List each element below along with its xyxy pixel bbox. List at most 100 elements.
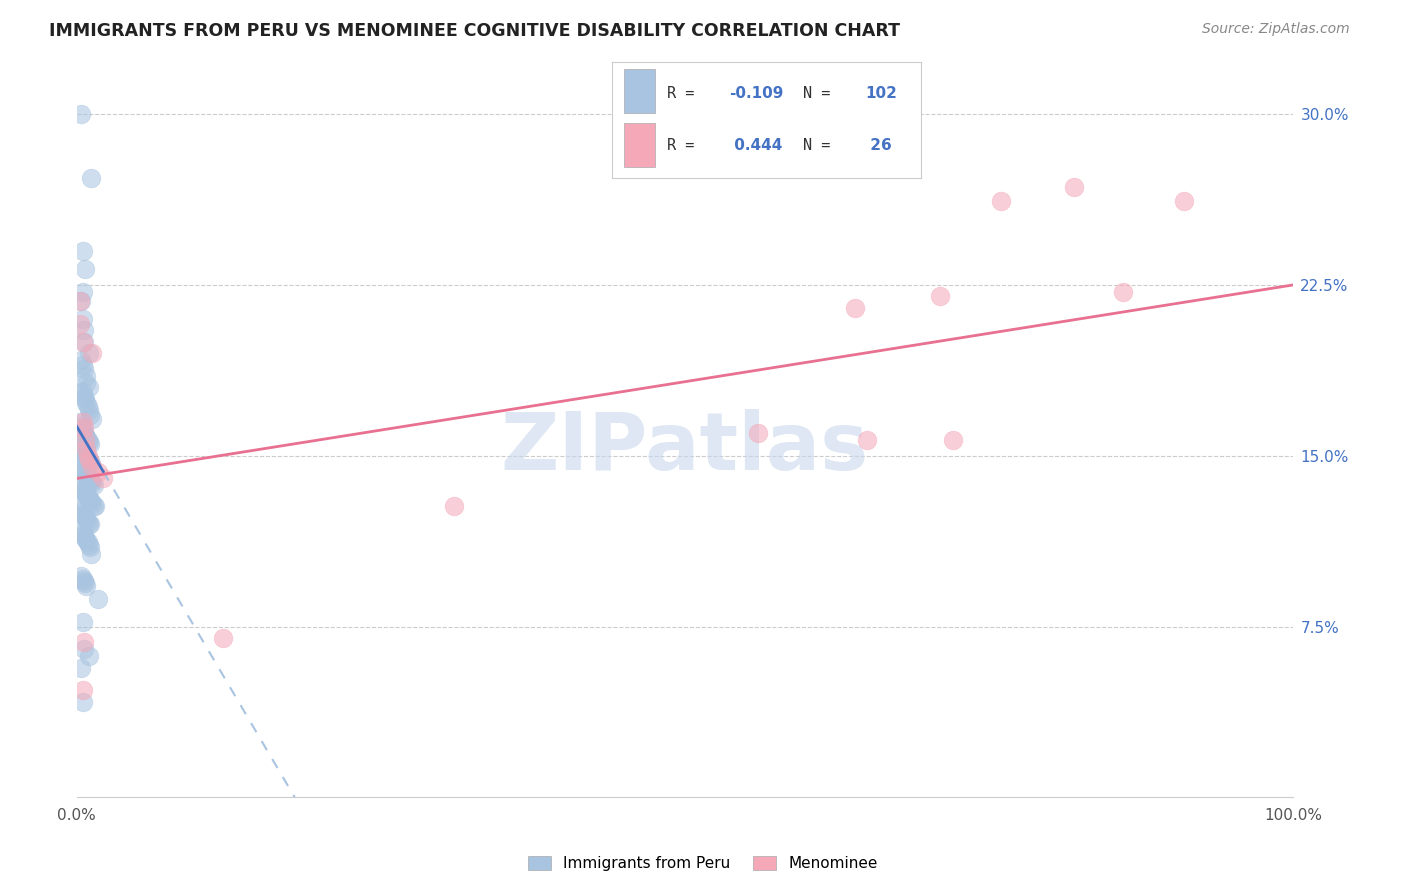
Point xyxy=(77,491,100,506)
Point xyxy=(70,419,93,434)
Point xyxy=(82,346,104,360)
Point xyxy=(79,474,101,488)
Text: N =: N = xyxy=(803,86,839,101)
Point xyxy=(77,453,100,467)
Point xyxy=(73,421,96,435)
Point xyxy=(73,362,96,376)
Point xyxy=(75,512,97,526)
Point xyxy=(75,578,97,592)
Point xyxy=(73,334,96,349)
Point xyxy=(73,528,96,542)
Point xyxy=(75,430,97,444)
Point xyxy=(73,390,96,404)
Point xyxy=(75,531,97,545)
Point xyxy=(844,301,866,315)
Point xyxy=(80,474,103,488)
Point xyxy=(72,695,94,709)
Point xyxy=(82,497,104,511)
Point xyxy=(83,499,105,513)
Text: 26: 26 xyxy=(865,138,891,153)
Point xyxy=(990,194,1012,208)
Point xyxy=(70,524,93,538)
Legend: Immigrants from Peru, Menominee: Immigrants from Peru, Menominee xyxy=(522,850,884,877)
Point xyxy=(75,487,97,501)
Point xyxy=(75,467,97,481)
Text: 102: 102 xyxy=(865,86,897,101)
Point xyxy=(72,334,94,349)
Point xyxy=(75,449,97,463)
Point xyxy=(69,293,91,308)
Point xyxy=(82,476,104,491)
Point xyxy=(73,425,96,440)
Point xyxy=(77,517,100,532)
Point xyxy=(69,384,91,399)
Point xyxy=(69,415,91,429)
Point xyxy=(72,483,94,497)
Point xyxy=(75,369,97,384)
Point xyxy=(856,433,879,447)
Point xyxy=(76,515,98,529)
Text: R =: R = xyxy=(668,86,704,101)
Bar xyxy=(624,70,655,113)
Point xyxy=(91,471,114,485)
Point xyxy=(70,442,93,456)
Point xyxy=(82,412,104,426)
Point xyxy=(75,392,97,406)
Point xyxy=(75,467,97,481)
Point xyxy=(69,458,91,472)
Point xyxy=(80,456,103,470)
Point xyxy=(80,547,103,561)
Point xyxy=(75,433,97,447)
Point xyxy=(77,380,100,394)
Point xyxy=(211,631,233,645)
Point xyxy=(77,403,100,417)
Point xyxy=(72,384,94,399)
Point xyxy=(69,317,91,331)
Point xyxy=(942,433,965,447)
Point xyxy=(83,478,105,492)
Point xyxy=(77,435,100,450)
Point xyxy=(73,446,96,460)
Point xyxy=(76,449,98,463)
Text: IMMIGRANTS FROM PERU VS MENOMINEE COGNITIVE DISABILITY CORRELATION CHART: IMMIGRANTS FROM PERU VS MENOMINEE COGNIT… xyxy=(49,22,900,40)
Point xyxy=(77,453,100,467)
Point xyxy=(75,442,97,456)
Point xyxy=(75,510,97,524)
Text: ZIPatlas: ZIPatlas xyxy=(501,409,869,486)
Point xyxy=(75,449,97,463)
Text: 0.444: 0.444 xyxy=(730,138,783,153)
Point xyxy=(72,506,94,520)
Point xyxy=(73,508,96,522)
Point xyxy=(76,433,98,447)
Point xyxy=(72,421,94,435)
Point xyxy=(73,574,96,588)
Point xyxy=(72,683,94,698)
Point xyxy=(79,456,101,470)
Point xyxy=(72,244,94,258)
Point xyxy=(70,503,93,517)
Point xyxy=(73,465,96,479)
Point xyxy=(75,428,97,442)
Point xyxy=(76,399,98,413)
Point xyxy=(87,592,110,607)
Point xyxy=(76,450,98,465)
Point xyxy=(76,535,98,549)
Point xyxy=(77,537,100,551)
Text: Source: ZipAtlas.com: Source: ZipAtlas.com xyxy=(1202,22,1350,37)
Point xyxy=(75,533,97,547)
Point xyxy=(83,499,105,513)
Point xyxy=(1173,194,1195,208)
Point xyxy=(72,444,94,458)
Point xyxy=(70,481,93,495)
Point xyxy=(73,642,96,657)
Point xyxy=(79,517,101,532)
Point xyxy=(76,490,98,504)
Text: N =: N = xyxy=(803,138,839,153)
Point xyxy=(69,440,91,454)
Point xyxy=(77,346,100,360)
Point xyxy=(72,312,94,326)
Bar xyxy=(624,123,655,167)
Point xyxy=(72,358,94,372)
Point xyxy=(72,526,94,541)
Point xyxy=(75,487,97,501)
